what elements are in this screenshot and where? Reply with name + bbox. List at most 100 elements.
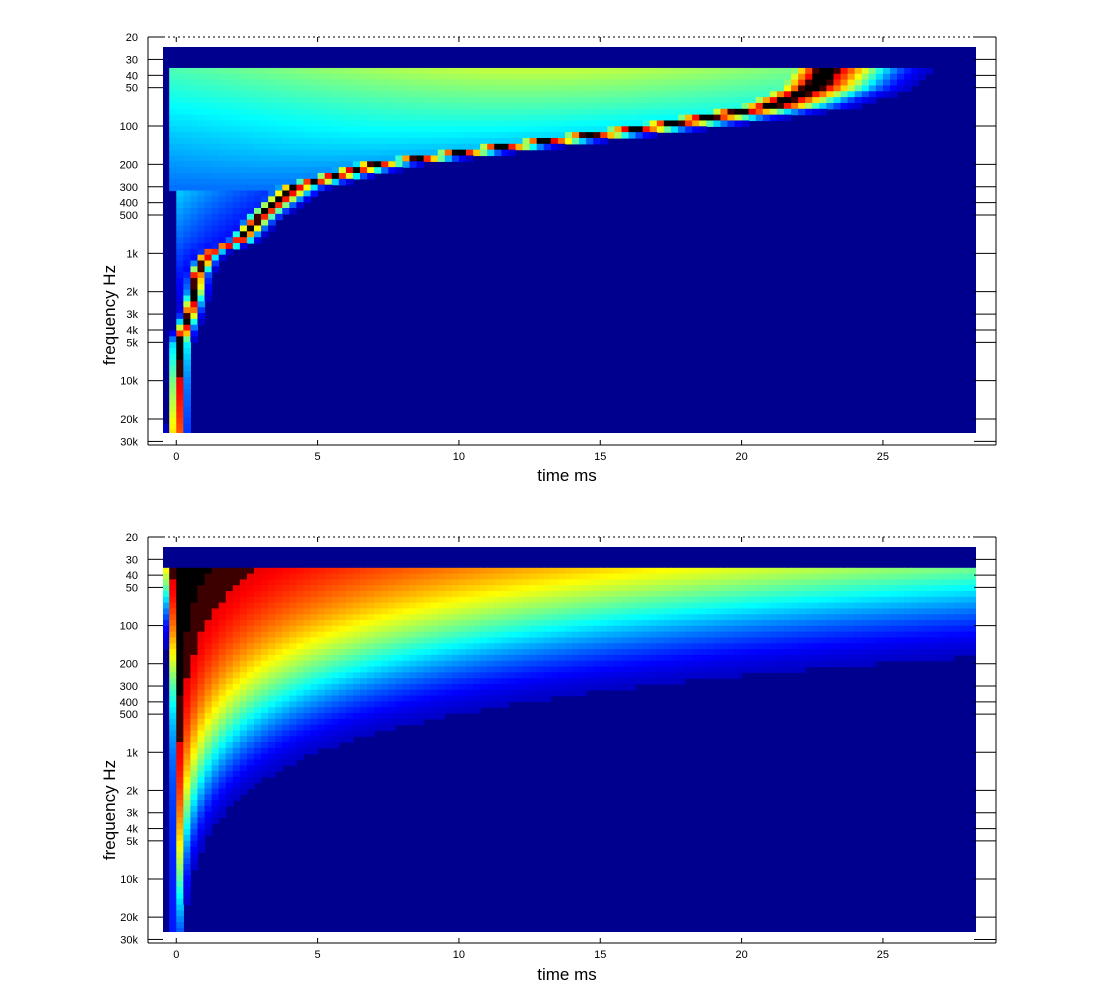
heatmap-cell — [670, 573, 679, 581]
heatmap-cell — [663, 614, 672, 621]
heatmap-cell — [268, 718, 276, 726]
heatmap-cell — [564, 678, 573, 685]
heatmap-cell — [310, 161, 319, 168]
heatmap-cell — [713, 637, 721, 644]
heatmap-cell — [444, 120, 453, 127]
heatmap-cell — [678, 114, 686, 122]
heatmap-cell — [564, 120, 573, 127]
heatmap-cell — [635, 608, 644, 615]
heatmap-cell — [953, 649, 962, 656]
heatmap-cell — [819, 608, 827, 615]
heatmap-cell — [550, 596, 559, 604]
heatmap-cell — [360, 730, 368, 737]
heatmap-cell — [176, 388, 184, 396]
heatmap-cell — [232, 596, 241, 604]
heatmap-cell — [282, 196, 290, 203]
heatmap-cell — [572, 132, 580, 139]
heatmap-cell — [246, 753, 255, 761]
heatmap-cell — [225, 143, 234, 151]
heatmap-cell — [402, 102, 411, 110]
heatmap-cell — [204, 202, 213, 209]
heatmap-cell — [360, 591, 368, 598]
heatmap-cell — [458, 91, 467, 98]
heatmap-cell — [494, 643, 502, 650]
heatmap-cell — [331, 573, 340, 581]
heatmap-cell — [494, 137, 502, 145]
heatmap-cell — [564, 579, 573, 586]
heatmap-cell — [169, 108, 177, 116]
heatmap-cell — [635, 649, 644, 656]
heatmap-cell — [268, 120, 276, 127]
heatmap-cell — [254, 637, 262, 644]
heatmap-cell — [232, 79, 241, 87]
heatmap-cell — [741, 97, 750, 104]
heatmap-cell — [211, 184, 220, 192]
heatmap-cell — [409, 596, 418, 604]
heatmap-cell — [345, 712, 354, 720]
heatmap-cell — [275, 573, 283, 581]
heatmap-cell — [275, 649, 283, 656]
heatmap-cell — [282, 79, 290, 87]
heatmap-cell — [572, 602, 580, 610]
heatmap-cell — [409, 108, 418, 116]
heatmap-cell — [741, 666, 750, 673]
heatmap-cell — [663, 666, 672, 673]
heatmap-cell — [254, 143, 262, 151]
heatmap-cell — [628, 579, 637, 586]
heatmap-cell — [204, 753, 213, 761]
heatmap-cell — [289, 79, 297, 87]
heatmap-cell — [812, 654, 820, 662]
heatmap-cell — [628, 660, 637, 668]
heatmap-cell — [734, 666, 743, 673]
heatmap-cell — [430, 602, 439, 610]
heatmap-cell — [232, 202, 241, 209]
heatmap-cell — [204, 631, 213, 639]
heatmap-cell — [211, 248, 220, 256]
heatmap-cell — [197, 579, 206, 586]
heatmap-cell — [529, 85, 538, 92]
heatmap-cell — [289, 97, 297, 104]
heatmap-cell — [183, 313, 191, 320]
heatmap-cell — [317, 85, 326, 92]
heatmap-cell — [656, 108, 665, 116]
heatmap-cell — [819, 67, 827, 75]
heatmap-cell — [324, 689, 333, 697]
heatmap-cell — [303, 97, 312, 104]
heatmap-cell — [338, 724, 347, 731]
heatmap-cell — [776, 85, 785, 92]
heatmap-cell — [529, 573, 538, 581]
heatmap-cell — [176, 67, 184, 75]
heatmap-cell — [960, 649, 969, 656]
heatmap-cell — [791, 67, 799, 75]
heatmap-cell — [776, 666, 785, 673]
heatmap-cell — [833, 614, 842, 621]
heatmap-cell — [289, 596, 297, 604]
heatmap-cell — [805, 631, 813, 639]
heatmap-cell — [798, 660, 806, 668]
heatmap-cell — [324, 602, 333, 610]
heatmap-cell — [211, 120, 220, 127]
heatmap-cell — [409, 149, 418, 157]
heatmap-cell — [183, 172, 191, 180]
heatmap-cell — [204, 707, 213, 714]
heatmap-cell — [246, 161, 255, 168]
heatmap-cell — [303, 649, 312, 656]
heatmap-cell — [755, 660, 764, 668]
heatmap-cell — [444, 689, 453, 697]
heatmap-cell — [642, 67, 651, 75]
heatmap-cell — [183, 102, 191, 110]
heatmap-cell — [190, 573, 199, 581]
heatmap-cell — [331, 689, 340, 697]
heatmap-cell — [734, 672, 743, 679]
heatmap-cell — [183, 429, 191, 433]
heatmap-cell — [183, 348, 191, 355]
heatmap-cell — [289, 102, 297, 110]
heatmap-cell — [197, 695, 206, 702]
heatmap-cell — [911, 591, 919, 598]
heatmap-cell — [352, 643, 361, 650]
heatmap-cell — [246, 654, 255, 662]
heatmap-cell — [345, 625, 354, 633]
heatmap-cell — [190, 190, 199, 197]
heatmap-cell — [557, 102, 566, 110]
heatmap-cell — [409, 712, 418, 720]
